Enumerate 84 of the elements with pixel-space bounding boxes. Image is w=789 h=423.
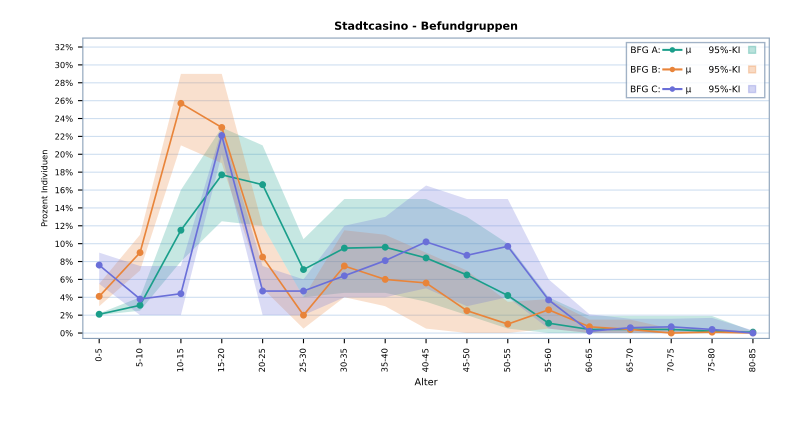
point (136, 302, 144, 309)
point (300, 312, 307, 319)
y-tick-label: 2% (60, 312, 73, 318)
x-tick-label: 55-60 (544, 348, 552, 372)
x-tick-label: 60-65 (586, 348, 592, 372)
point (96, 310, 103, 318)
point (545, 306, 552, 314)
point (300, 266, 307, 274)
x-axis-title: Alter (414, 378, 438, 386)
point (545, 320, 552, 327)
y-tick-label: 22% (55, 133, 73, 140)
text: 95%-KI (709, 85, 740, 92)
point (504, 320, 512, 328)
legend-label: BFG A: (631, 46, 660, 54)
y-tick-label: 26% (55, 98, 73, 104)
x-tick-label: 80-85 (749, 348, 756, 372)
y-tick-label: 8% (60, 258, 73, 265)
point (177, 290, 184, 298)
point (259, 288, 266, 294)
annotation: μ (686, 48, 692, 54)
point (96, 292, 103, 300)
x-tick-label: 20-25 (258, 348, 266, 372)
point (136, 249, 144, 256)
x-tick-label: 0-5 (95, 348, 102, 362)
x-tick-label: 70-75 (667, 348, 674, 372)
point (463, 307, 470, 314)
point (218, 171, 226, 178)
y-tick-label: 28% (55, 80, 73, 86)
x-tick-label: 5-10 (136, 348, 142, 366)
x-tick-label: 25-30 (300, 348, 306, 372)
y-tick-label: 6% (60, 276, 73, 283)
point (422, 254, 430, 262)
point (218, 132, 226, 139)
chart-title: Stadtcasino - Befundgruppen (334, 21, 518, 32)
text: μ (686, 87, 692, 94)
x-tick-label: 15-20 (218, 348, 224, 372)
text: μ (686, 67, 692, 74)
point (340, 272, 348, 280)
point (463, 252, 470, 259)
point (340, 262, 348, 270)
x-tick-label: 10-15 (177, 348, 184, 372)
point (96, 262, 103, 269)
x-tick-label: 30-35 (340, 348, 347, 372)
y-tick-label: 30% (55, 62, 73, 68)
text: 95%-KI (709, 66, 740, 73)
y-tick-label: 4% (60, 294, 73, 301)
point (545, 296, 552, 304)
point (136, 296, 144, 303)
y-tick-label: 0% (60, 330, 73, 336)
point (259, 181, 266, 188)
point (382, 276, 389, 283)
point (422, 280, 430, 286)
legend-label: BFG C: (630, 85, 660, 92)
y-axis-title: Prozent Individuen (40, 150, 48, 226)
y-tick-label: 16% (56, 187, 73, 194)
annotation: 95%-KI (709, 46, 740, 54)
x-tick-label: 50-55 (504, 348, 510, 372)
point (300, 288, 307, 294)
y-tick-label: 18% (56, 169, 73, 176)
y-tick-label: 14% (56, 204, 73, 212)
x-tick-label: 65-70 (626, 348, 633, 372)
x-tick-label: 45-50 (463, 348, 470, 372)
point (504, 292, 512, 299)
point (177, 226, 184, 234)
point (382, 244, 389, 251)
y-tick-label: 24% (55, 115, 73, 122)
y-tick-label: 32% (55, 44, 73, 50)
point (422, 238, 430, 246)
point (463, 271, 470, 278)
x-tick-label: 75-80 (708, 348, 714, 372)
legend-label: BFG B: (631, 66, 660, 73)
point (668, 330, 675, 337)
point (259, 254, 266, 261)
point (340, 244, 348, 252)
x-tick-label: 35-40 (381, 348, 388, 372)
y-tick-label: 12% (56, 222, 73, 230)
point (382, 257, 389, 264)
point (218, 124, 226, 131)
y-tick-label: 20% (55, 151, 73, 158)
point (504, 242, 512, 250)
y-tick-label: 10% (56, 240, 73, 247)
x-tick-label: 40-45 (422, 348, 428, 372)
point (668, 323, 675, 330)
point (177, 100, 184, 107)
